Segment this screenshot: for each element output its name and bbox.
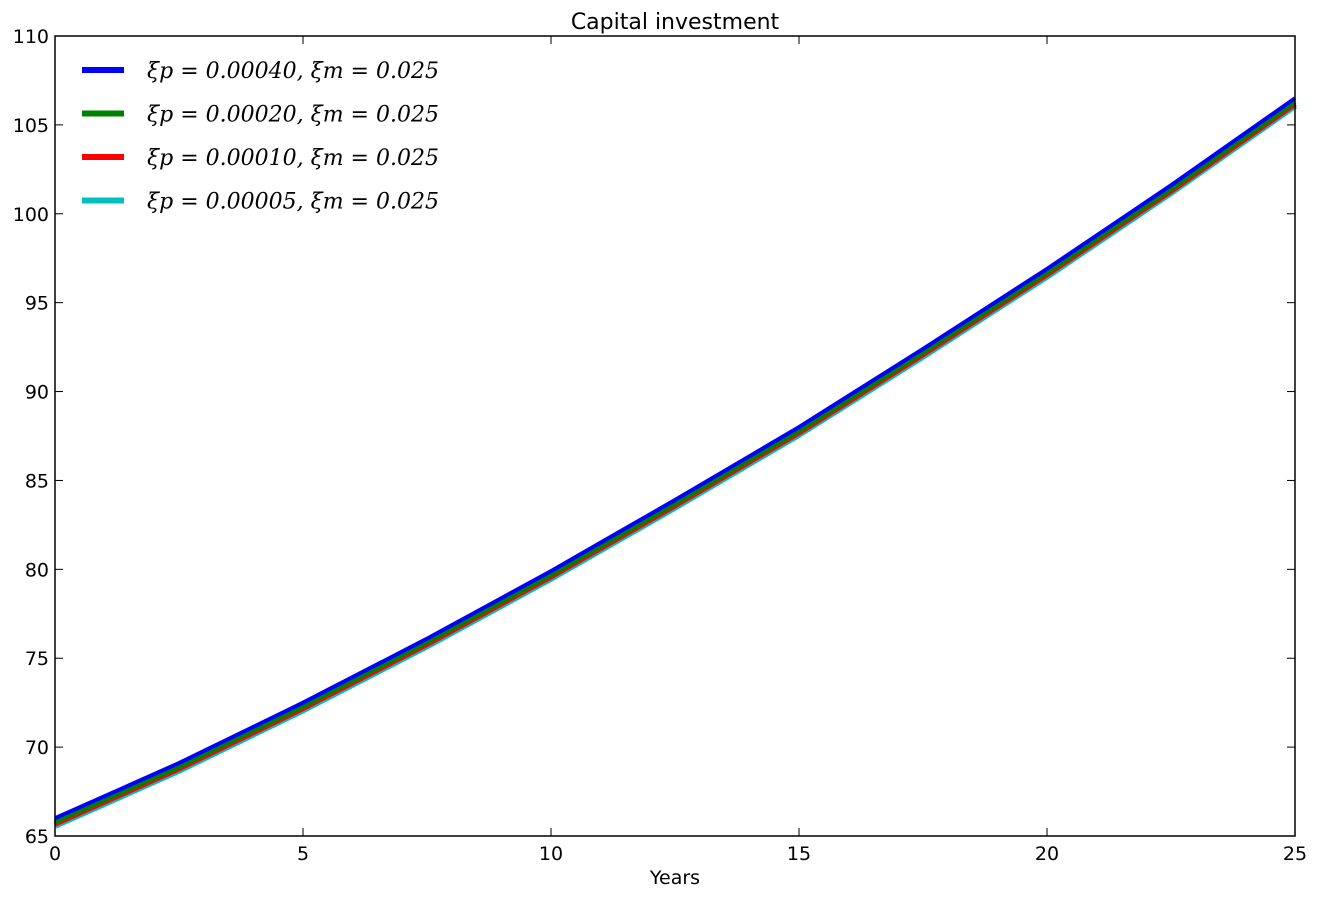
legend-label-3: ξp = 0.00010, ξm = 0.025 (147, 146, 439, 171)
series-line-2 (53, 99, 1297, 825)
y-axis-ticks: 65 70 75 80 85 90 95 100 105 110 (13, 26, 1295, 848)
chart-title: Capital investment (571, 10, 780, 35)
x-tick-label: 10 (539, 843, 563, 865)
plot-frame (54, 35, 1296, 837)
x-tick-label: 5 (297, 843, 309, 865)
x-axis-ticks: 0 5 10 15 20 25 (49, 36, 1307, 865)
legend: ξp = 0.00040, ξm = 0.025 ξp = 0.00020, ξm… (82, 59, 439, 215)
y-tick-label: 75 (25, 648, 49, 670)
y-tick-label: 105 (13, 115, 49, 137)
y-tick-label: 110 (13, 26, 49, 48)
x-tick-label: 15 (787, 843, 811, 865)
y-tick-label: 70 (25, 737, 49, 759)
series-line-1 (54, 96, 1297, 821)
x-tick-label: 25 (1283, 843, 1307, 865)
x-axis-label: Years (649, 867, 700, 889)
y-tick-label: 90 (25, 382, 49, 404)
y-tick-label: 80 (25, 559, 49, 581)
x-tick-label: 20 (1035, 843, 1059, 865)
x-tick-label: 0 (49, 843, 61, 865)
y-tick-label: 85 (25, 470, 49, 492)
y-tick-label: 95 (25, 293, 49, 315)
series-group (53, 96, 1298, 829)
y-tick-label: 65 (25, 826, 49, 848)
legend-label-2: ξp = 0.00020, ξm = 0.025 (147, 103, 439, 128)
y-tick-label: 100 (13, 204, 49, 226)
legend-label-1: ξp = 0.00040, ξm = 0.025 (147, 59, 439, 84)
legend-label-4: ξp = 0.00005, ξm = 0.025 (147, 190, 439, 215)
